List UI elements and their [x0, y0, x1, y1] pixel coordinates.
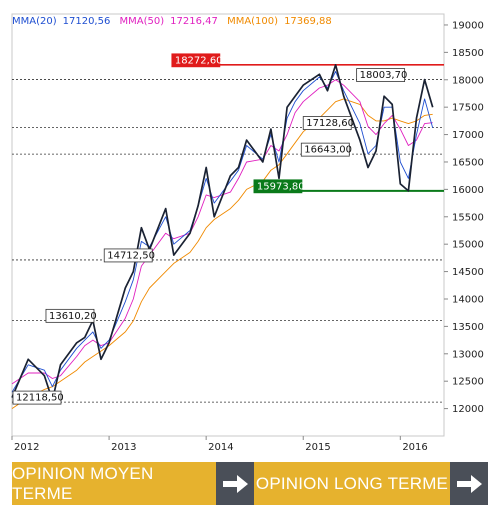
level-label-box — [300, 142, 350, 157]
y-tick-label: 18000 — [452, 75, 484, 86]
y-tick-label: 15500 — [452, 212, 484, 223]
level-label: 13610,20 — [49, 311, 97, 322]
y-tick-label: 14500 — [452, 267, 484, 278]
opinion-long-term-button[interactable]: OPINION LONG TERME — [254, 462, 488, 505]
y-tick-label: 15000 — [452, 240, 484, 251]
level-label: 18272,60 — [175, 55, 223, 66]
y-tick-label: 17000 — [452, 130, 484, 141]
arrow-right-icon — [450, 462, 488, 505]
legend-mma20-label: MMA(20) — [12, 16, 57, 27]
chart-canvas: 18272,60 18003,70 17128,60 16643,00 15973,80… — [11, 13, 484, 453]
opinion-long-term-label: OPINION LONG TERME — [254, 462, 450, 505]
level-label-box — [302, 116, 352, 130]
y-tick-label: 14000 — [452, 294, 484, 305]
mma50-line — [11, 79, 433, 385]
level-label: 14712,50 — [107, 250, 155, 261]
level-label: 17128,60 — [306, 118, 354, 129]
x-tick-label: 2015 — [305, 442, 330, 453]
y-tick-label: 13500 — [452, 322, 484, 333]
legend-mma100-label: MMA(100) — [227, 16, 279, 27]
level-label-box — [103, 248, 153, 263]
y-tick-label: 12000 — [452, 404, 484, 415]
y-tick-label: 18500 — [452, 48, 484, 59]
y-tick-label: 16500 — [452, 157, 484, 168]
level-label: 18003,70 — [360, 70, 408, 81]
level-label-box — [171, 53, 221, 68]
opinion-buttons: OPINION MOYEN TERME OPINION LONG TERME — [12, 462, 490, 505]
opinion-medium-term-button[interactable]: OPINION MOYEN TERME — [12, 462, 254, 505]
level-label-box — [45, 308, 95, 323]
y-axis: 12000 12500 13000 13500 14000 14500 15000 15500… — [444, 20, 484, 415]
level-label: 16643,00 — [304, 145, 352, 156]
y-tick-label: 12500 — [452, 377, 484, 388]
y-tick-label: 13000 — [452, 349, 484, 360]
level-label: 12118,50 — [16, 393, 64, 404]
x-axis: 2012 2013 2014 2015 2016 — [11, 436, 428, 453]
level-label-box — [253, 179, 303, 194]
plot-area — [11, 13, 445, 437]
opinion-medium-term-label: OPINION MOYEN TERME — [12, 462, 216, 505]
x-tick-label: 2016 — [402, 442, 427, 453]
legend-mma20-value: 17120,56 — [62, 16, 111, 27]
y-tick-label: 19000 — [452, 20, 484, 31]
legend-mma50-value: 17216,47 — [170, 16, 218, 27]
x-tick-label: 2012 — [14, 442, 39, 453]
arrow-right-icon — [216, 462, 254, 505]
legend-mma100-value: 17369,88 — [284, 16, 332, 27]
x-tick-label: 2013 — [111, 442, 136, 453]
y-tick-label: 17500 — [452, 103, 484, 114]
level-label: 15973,80 — [257, 181, 305, 192]
level-labels: 18272,60 18003,70 17128,60 16643,00 15973,80… — [12, 53, 408, 405]
level-label-box — [12, 390, 62, 405]
stock-chart: 18272,60 18003,70 17128,60 16643,00 15973,80… — [11, 13, 484, 453]
y-tick-label: 16000 — [452, 185, 484, 196]
legend-mma50-label: MMA(50) — [119, 16, 165, 27]
level-label-box — [356, 68, 406, 82]
x-tick-label: 2014 — [208, 442, 233, 453]
mma100-line — [11, 98, 433, 409]
chart-legend: MMA(20) 17120,56 MMA(50) 17216,47 MMA(100)… — [12, 16, 338, 27]
